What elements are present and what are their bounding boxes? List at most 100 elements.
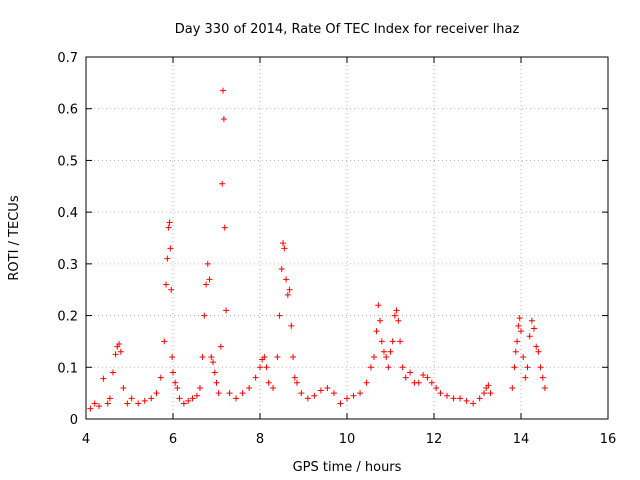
data-point [211, 369, 218, 376]
data-point [128, 395, 135, 402]
data-point [213, 379, 220, 386]
data-point [204, 260, 211, 267]
data-point [389, 338, 396, 345]
data-point [278, 266, 285, 273]
data-point [220, 87, 227, 94]
data-point [163, 281, 170, 288]
data-point [367, 364, 374, 371]
data-point [514, 338, 521, 345]
x-tick-label: 16 [600, 432, 617, 447]
data-point [124, 400, 131, 407]
data-point [120, 384, 127, 391]
data-point [291, 374, 298, 381]
data-point [220, 116, 227, 123]
x-tick-label: 8 [256, 432, 264, 447]
data-point [485, 382, 492, 389]
data-point [424, 374, 431, 381]
data-point [407, 369, 414, 376]
x-tick-label: 12 [426, 432, 443, 447]
data-point [208, 353, 215, 360]
data-point [239, 390, 246, 397]
data-point [457, 395, 464, 402]
data-point [350, 392, 357, 399]
data-point [378, 338, 385, 345]
data-point [395, 317, 402, 324]
x-tick-label: 14 [513, 432, 530, 447]
y-tick-label: 0.6 [57, 103, 78, 118]
data-point [274, 353, 281, 360]
data-point [281, 245, 288, 252]
data-point [189, 395, 196, 402]
x-tick-label: 10 [339, 432, 356, 447]
y-tick-label: 0.7 [57, 51, 78, 66]
x-tick-label: 4 [82, 432, 90, 447]
data-point [276, 312, 283, 319]
data-point [385, 364, 392, 371]
data-point [397, 338, 404, 345]
data-point [96, 403, 103, 410]
data-point [373, 328, 380, 335]
data-point [415, 379, 422, 386]
data-point [157, 374, 164, 381]
x-tick-label: 6 [169, 432, 177, 447]
data-point [531, 325, 538, 332]
y-tick-label: 0.1 [57, 361, 78, 376]
data-point [541, 384, 548, 391]
data-point [516, 315, 523, 322]
data-point [217, 343, 224, 350]
data-point [293, 379, 300, 386]
data-point [226, 390, 233, 397]
data-point [164, 255, 171, 262]
data-points-layer [87, 87, 548, 412]
data-point [199, 353, 206, 360]
data-point [539, 374, 546, 381]
data-point [221, 224, 228, 231]
data-point [391, 312, 398, 319]
data-point [252, 374, 259, 381]
data-point [535, 348, 542, 355]
data-point [428, 379, 435, 386]
data-point [283, 276, 290, 283]
data-point [522, 374, 529, 381]
data-point [520, 353, 527, 360]
data-point [380, 348, 387, 355]
y-axis-label: ROTI / TECUs [7, 195, 22, 280]
data-point [193, 392, 200, 399]
data-point [383, 353, 390, 360]
data-point [246, 384, 253, 391]
data-point [219, 180, 226, 187]
data-point [206, 276, 213, 283]
data-point [196, 384, 203, 391]
data-point [284, 291, 291, 298]
chart-title: Day 330 of 2014, Rate Of TEC Index for r… [175, 22, 520, 37]
data-point [153, 390, 160, 397]
data-point [337, 400, 344, 407]
data-point [533, 343, 540, 350]
y-tick-label: 0.3 [57, 258, 78, 273]
data-point [311, 392, 318, 399]
data-point [170, 369, 176, 376]
data-point [135, 400, 142, 407]
data-point [270, 384, 277, 391]
data-point [104, 400, 111, 407]
data-point [524, 364, 531, 371]
data-point [537, 364, 544, 371]
data-point [117, 348, 124, 355]
data-point [317, 387, 324, 394]
data-point [487, 390, 494, 397]
data-point [210, 359, 217, 366]
data-point [223, 307, 230, 314]
data-point [444, 392, 451, 399]
data-point [116, 341, 123, 348]
data-point [265, 379, 272, 386]
data-point [161, 338, 168, 345]
data-point [148, 395, 155, 402]
data-point [180, 400, 187, 407]
data-point [387, 348, 394, 355]
data-point [370, 353, 377, 360]
data-point [344, 395, 350, 402]
data-point [481, 390, 488, 397]
data-point [470, 400, 477, 407]
data-point [167, 245, 174, 252]
data-point [112, 351, 119, 358]
